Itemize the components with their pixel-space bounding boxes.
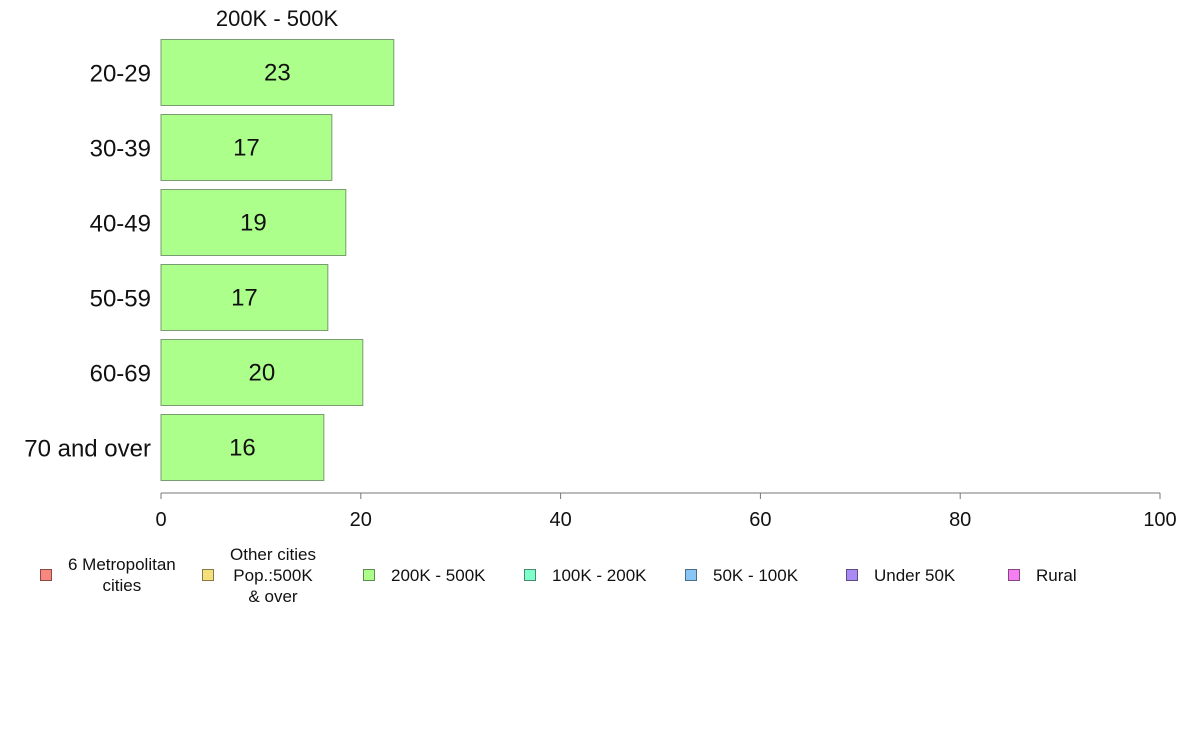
x-tick-label-4: 80	[949, 509, 971, 531]
data-label-5: 16	[229, 435, 256, 462]
category-label-5: 70 and over	[24, 436, 151, 463]
data-label-3: 17	[231, 285, 258, 312]
legend-swatch-5	[846, 569, 858, 581]
category-label-0: 20-29	[90, 61, 151, 88]
legend-label-1: Other cities Pop.:500K & over	[230, 544, 316, 606]
bar-1	[160, 114, 333, 181]
legend-item-1: Other cities Pop.:500K & over	[202, 540, 316, 610]
bar-0	[160, 39, 395, 106]
legend-swatch-1	[202, 569, 214, 581]
category-label-3: 50-59	[90, 286, 151, 313]
x-tick-label-0: 0	[155, 509, 166, 531]
legend-swatch-6	[1008, 569, 1020, 581]
legend-item-6: Rural	[1008, 540, 1077, 610]
category-label-1: 30-39	[90, 136, 151, 163]
legend-item-4: 50K - 100K	[685, 540, 798, 610]
legend-swatch-4	[685, 569, 697, 581]
x-tick-label-5: 100	[1143, 509, 1176, 531]
category-label-2: 40-49	[90, 211, 151, 238]
legend-label-2: 200K - 500K	[391, 565, 486, 585]
x-tick-label-2: 40	[549, 509, 571, 531]
data-label-2: 19	[240, 210, 267, 237]
legend-label-0: 6 Metropolitan cities	[68, 555, 176, 595]
legend-label-5: Under 50K	[874, 565, 956, 585]
legend-item-0: 6 Metropolitan cities	[40, 540, 176, 610]
chart-title: 200K - 500K	[216, 6, 339, 31]
x-tick-label-1: 20	[350, 509, 372, 531]
bars-group: 23 17 19 17 20 16	[160, 39, 395, 481]
legend: 6 Metropolitan cities Other cities Pop.:5…	[0, 540, 1188, 620]
bar-3	[160, 264, 329, 331]
x-tick-label-3: 60	[749, 509, 771, 531]
legend-label-3: 100K - 200K	[552, 565, 647, 585]
legend-swatch-2	[363, 569, 375, 581]
data-label-0: 23	[264, 60, 291, 87]
legend-label-4: 50K - 100K	[713, 565, 799, 585]
legend-label-6: Rural	[1036, 565, 1077, 585]
bar-4	[160, 339, 364, 406]
x-axis: 20-29 30-39 40-49 50-59 60-69 70 and over 0 20 4…	[24, 61, 1176, 532]
legend-item-3: 100K - 200K	[524, 540, 647, 610]
data-label-1: 17	[233, 135, 260, 162]
legend-item-2: 200K - 500K	[363, 540, 486, 610]
category-label-4: 60-69	[90, 361, 151, 388]
bar-5	[160, 414, 325, 481]
legend-swatch-3	[524, 569, 536, 581]
legend-item-5: Under 50K	[846, 540, 955, 610]
legend-swatch-0	[40, 569, 52, 581]
bar-chart: 200K - 500K 23 17 19 17 20 16 20-29 30-39 40-49…	[24, 6, 1176, 532]
bar-2	[160, 189, 347, 256]
data-label-4: 20	[249, 360, 276, 387]
